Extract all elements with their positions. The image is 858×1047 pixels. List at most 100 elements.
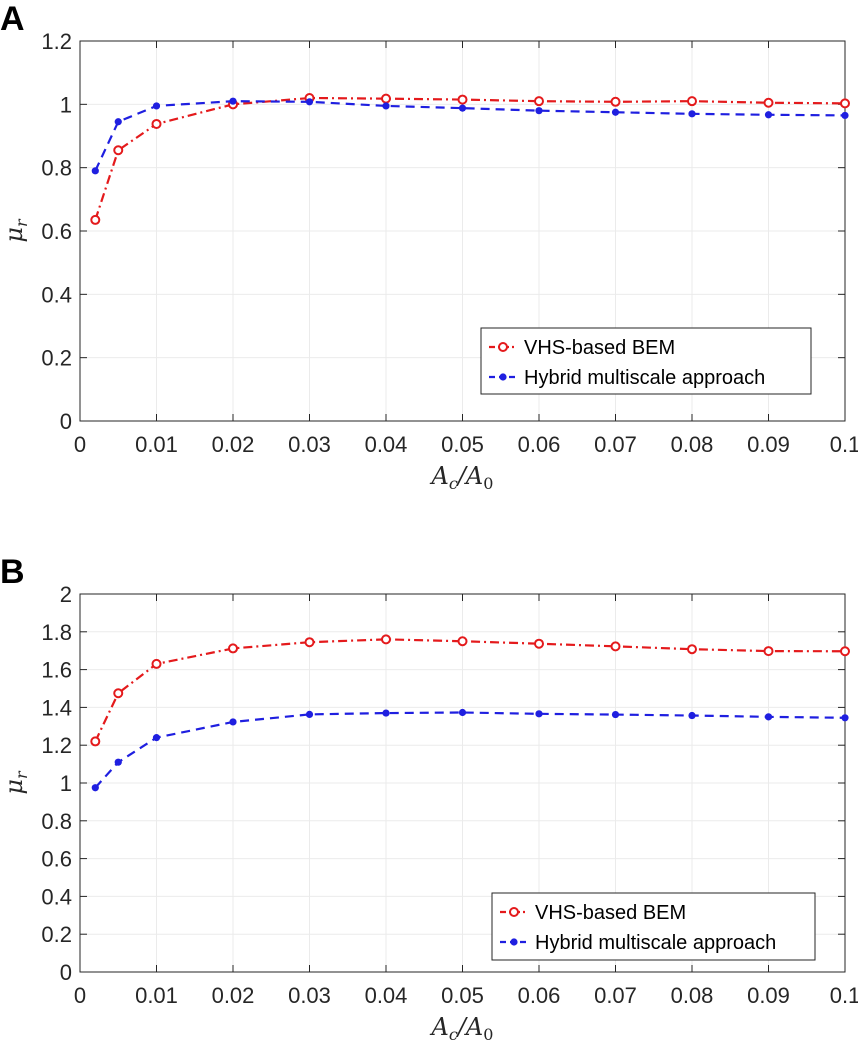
x-tick-label: 0.1 xyxy=(830,432,858,457)
data-point xyxy=(688,711,696,720)
legend: VHS-based BEM Hybrid multiscale approach xyxy=(491,892,816,961)
y-tick-label: 1.2 xyxy=(41,733,72,758)
x-tick-label: 0.08 xyxy=(671,983,714,1008)
legend: VHS-based BEM Hybrid multiscale approach xyxy=(480,327,812,395)
data-point xyxy=(840,98,850,109)
legend-entry-label: VHS-based BEM xyxy=(524,337,675,359)
data-point xyxy=(457,636,468,647)
y-tick-label: 0.8 xyxy=(41,156,72,181)
legend-box xyxy=(491,892,816,961)
legend-marker xyxy=(499,373,507,381)
y-tick-label: 0.4 xyxy=(41,884,72,909)
chart-panel-a: A 0 0.01 0.02 0.03 0.04 0.05 0.06 0.07 0.08 0.09 0.… xyxy=(0,0,858,493)
legend-marker xyxy=(498,342,508,352)
data-point xyxy=(610,641,621,652)
x-tick-label: 0.02 xyxy=(212,432,255,457)
y-tick-label: 0.2 xyxy=(41,346,72,371)
legend-entry-label: Hybrid multiscale approach xyxy=(524,367,765,389)
x-tick-label: 0.05 xyxy=(441,432,484,457)
data-point xyxy=(381,93,391,104)
data-point xyxy=(305,98,314,106)
y-tick-label: 0.2 xyxy=(41,922,72,947)
data-point xyxy=(457,94,468,105)
data-point xyxy=(113,145,124,156)
x-tick-label: 0.07 xyxy=(594,432,637,457)
legend-entry-label: Hybrid multiscale approach xyxy=(535,932,776,954)
data-point xyxy=(687,96,697,107)
data-point xyxy=(151,118,162,129)
y-tick-label: 1 xyxy=(60,92,72,117)
y-tick-label: 0.8 xyxy=(41,809,72,834)
y-tick-label: 0.6 xyxy=(41,847,72,872)
data-point xyxy=(382,709,390,717)
data-point xyxy=(381,634,391,645)
x-tick-label: 0.09 xyxy=(747,983,790,1008)
y-tick-label: 1 xyxy=(60,771,72,796)
data-point xyxy=(458,708,467,717)
y-tick-label: 0.6 xyxy=(41,219,72,244)
data-point xyxy=(91,784,99,792)
data-point xyxy=(91,167,99,175)
legend-marker xyxy=(510,938,518,946)
x-tick-label: 0 xyxy=(74,983,86,1008)
data-point xyxy=(841,111,849,120)
data-point xyxy=(229,97,237,105)
series-line-hybrid xyxy=(94,711,846,789)
data-point xyxy=(688,110,696,118)
x-tick-label: 0.01 xyxy=(135,983,178,1008)
y-axis-label: μr xyxy=(0,218,31,243)
data-point xyxy=(535,710,543,718)
y-tick-label: 1.8 xyxy=(41,620,72,645)
data-point xyxy=(458,104,467,112)
x-tick-label: 0 xyxy=(74,432,86,457)
data-point xyxy=(152,734,161,742)
data-point xyxy=(114,118,122,126)
data-point xyxy=(228,643,238,654)
data-point xyxy=(611,108,620,116)
x-tick-label: 0.02 xyxy=(212,983,255,1008)
data-point xyxy=(534,638,544,649)
y-tick-label: 0 xyxy=(60,960,72,985)
series-line-vhs-bem xyxy=(94,96,846,221)
data-point xyxy=(152,102,161,110)
x-tick-label: 0.06 xyxy=(518,432,561,457)
y-tick-label: 1.4 xyxy=(41,695,72,720)
data-point xyxy=(229,718,237,726)
series-line-hybrid xyxy=(94,100,846,172)
panel-label: A xyxy=(0,0,25,38)
x-axis-label: Ac/A0 xyxy=(430,1013,494,1044)
data-point xyxy=(611,710,620,719)
series-line-vhs-bem xyxy=(94,638,846,742)
data-point xyxy=(535,107,543,115)
data-point xyxy=(687,644,697,655)
x-tick-label: 0.03 xyxy=(288,432,331,457)
data-point xyxy=(840,646,850,657)
y-tick-label: 1.6 xyxy=(41,658,72,683)
data-point xyxy=(764,111,773,119)
y-tick-label: 2 xyxy=(60,582,72,607)
data-point xyxy=(764,713,773,721)
y-tick-label: 0 xyxy=(60,409,72,434)
data-point xyxy=(763,97,774,108)
x-tick-label: 0.05 xyxy=(441,983,484,1008)
y-tick-label: 1.2 xyxy=(41,29,72,54)
legend-entry-label: VHS-based BEM xyxy=(535,902,686,924)
data-point xyxy=(763,646,774,657)
x-tick-label: 0.04 xyxy=(365,983,408,1008)
x-axis-label: Ac/A0 xyxy=(430,462,494,493)
data-point xyxy=(114,758,122,766)
x-tick-label: 0.07 xyxy=(594,983,637,1008)
chart-panel-b: B 0 0.01 0.02 0.03 0.04 0.05 0.06 0.07 0.08 0.09 0.… xyxy=(0,553,858,1044)
x-tick-label: 0.1 xyxy=(830,983,858,1008)
data-point xyxy=(610,96,621,107)
data-point xyxy=(90,214,101,225)
y-axis-label: μr xyxy=(0,770,31,795)
x-tick-label: 0.06 xyxy=(518,983,561,1008)
x-tick-label: 0.03 xyxy=(288,983,331,1008)
y-tick-label: 0.4 xyxy=(41,282,72,307)
x-tick-label: 0.09 xyxy=(747,432,790,457)
legend-box xyxy=(480,327,812,395)
data-point xyxy=(304,637,315,648)
data-point xyxy=(113,688,124,699)
